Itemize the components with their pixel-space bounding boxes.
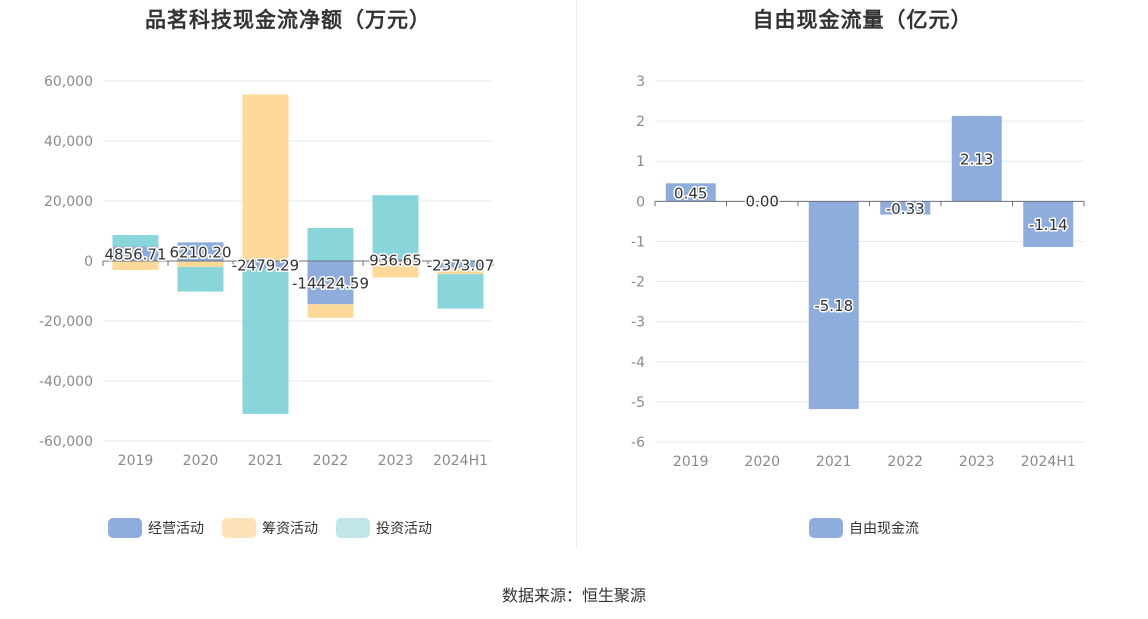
legend-label-investing: 投资活动 bbox=[376, 521, 432, 537]
cashflow-legend: 经营活动 筹资活动 投资活动 bbox=[108, 518, 432, 538]
cashflow-bar bbox=[307, 304, 354, 318]
cashflow-bar bbox=[242, 261, 289, 269]
legend-swatch-free-cashflow bbox=[809, 518, 843, 538]
cashflow-bar bbox=[242, 268, 289, 414]
free-cashflow-y-tick-label: -5 bbox=[631, 395, 645, 411]
cashflow-y-tick-label: 60,000 bbox=[44, 74, 93, 90]
legend-item-free-cashflow[interactable]: 自由现金流 bbox=[809, 518, 919, 538]
free-cashflow-y-tick-label: -6 bbox=[631, 435, 645, 451]
legend-swatch-financing bbox=[222, 518, 256, 538]
cashflow-bar bbox=[307, 261, 354, 305]
free-cashflow-data-label: -1.14 bbox=[1029, 216, 1068, 234]
cashflow-bar bbox=[112, 261, 159, 270]
free-cashflow-data-label: 0.00 bbox=[746, 192, 779, 210]
cashflow-chart-panel: 品茗科技现金流净额（万元） 60,000 40,000 20,000 0 -20,000… bbox=[0, 0, 576, 560]
legend-swatch-investing bbox=[336, 518, 370, 538]
cashflow-y-tick-label: -40,000 bbox=[39, 374, 93, 390]
cashflow-bar bbox=[372, 195, 419, 259]
free-cashflow-bar bbox=[808, 201, 859, 410]
cashflow-x-tick-label: 2023 bbox=[378, 453, 414, 469]
legend-item-investing[interactable]: 投资活动 bbox=[336, 518, 432, 538]
cashflow-bar bbox=[437, 274, 484, 309]
legend-label-free-cashflow: 自由现金流 bbox=[849, 521, 919, 537]
free-cashflow-data-label: -0.33 bbox=[886, 200, 925, 218]
data-source-note: 数据来源：恒生聚源 bbox=[501, 586, 646, 605]
cashflow-data-label: -2479.29 bbox=[232, 257, 299, 275]
free-cashflow-y-tick-label: -1 bbox=[631, 234, 645, 250]
legend-label-financing: 筹资活动 bbox=[262, 521, 318, 537]
cashflow-bar bbox=[177, 242, 224, 261]
free-cashflow-bar bbox=[951, 115, 1002, 202]
free-cashflow-y-tick-label: 1 bbox=[636, 154, 645, 170]
cashflow-data-label: -14424.59 bbox=[292, 275, 369, 293]
cashflow-x-tick-label: 2019 bbox=[118, 453, 154, 469]
free-cashflow-y-tick-label: 3 bbox=[636, 74, 645, 90]
cashflow-bar bbox=[307, 228, 354, 261]
cashflow-data-label: 936.65 bbox=[369, 252, 422, 270]
free-cashflow-y-tick-label: 0 bbox=[636, 194, 645, 210]
cashflow-y-tick-label: -60,000 bbox=[39, 434, 93, 450]
free-cashflow-y-tick-label: -3 bbox=[631, 315, 645, 331]
free-cashflow-y-tick-label: 2 bbox=[636, 114, 645, 130]
free-cashflow-y-tick-label: -2 bbox=[631, 275, 645, 291]
free-cashflow-chart-panel: 自由现金流量（亿元） 3 2 1 0 -1 -2 -3 -4 -5 -6 2019 2020 2021 2… bbox=[577, 0, 1148, 560]
legend-item-financing[interactable]: 筹资活动 bbox=[222, 518, 318, 538]
cashflow-y-tick-label: 0 bbox=[84, 254, 93, 270]
free-cashflow-x-tick-label: 2023 bbox=[959, 454, 995, 470]
cashflow-bar bbox=[112, 235, 159, 247]
cashflow-bar bbox=[372, 261, 419, 278]
cashflow-bar bbox=[112, 246, 159, 261]
cashflow-bar bbox=[437, 261, 484, 269]
cashflow-x-tick-label: 2021 bbox=[248, 453, 284, 469]
cashflow-x-tick-label: 2024H1 bbox=[433, 453, 488, 469]
cashflow-data-label: 4856.71 bbox=[104, 246, 166, 264]
cashflow-y-tick-label: 20,000 bbox=[44, 194, 93, 210]
free-cashflow-x-tick-label: 2022 bbox=[887, 454, 923, 470]
cashflow-bar bbox=[437, 268, 484, 275]
cashflow-bar bbox=[177, 261, 224, 267]
free-cashflow-x-tick-label: 2024H1 bbox=[1021, 454, 1076, 470]
cashflow-bar-chart: 60,000 40,000 20,000 0 -20,000 -40,000 -60,000… bbox=[39, 74, 496, 469]
free-cashflow-bar bbox=[880, 201, 931, 215]
free-cashflow-x-tick-label: 2021 bbox=[816, 454, 852, 470]
panel-divider bbox=[576, 0, 577, 548]
cashflow-y-tick-label: -20,000 bbox=[39, 314, 93, 330]
free-cashflow-bar bbox=[1023, 201, 1074, 248]
free-cashflow-data-label: -5.18 bbox=[814, 297, 853, 315]
cashflow-data-label: -2373.07 bbox=[427, 257, 494, 275]
cashflow-x-tick-label: 2022 bbox=[313, 453, 349, 469]
cashflow-x-tick-label: 2020 bbox=[183, 453, 219, 469]
legend-swatch-operating bbox=[108, 518, 142, 538]
cashflow-y-tick-label: 40,000 bbox=[44, 134, 93, 150]
free-cashflow-x-tick-label: 2019 bbox=[673, 454, 709, 470]
free-cashflow-y-tick-label: -4 bbox=[631, 355, 645, 371]
cashflow-bar bbox=[372, 258, 419, 261]
cashflow-bar bbox=[177, 267, 224, 292]
cashflow-data-label: 6210.20 bbox=[169, 244, 231, 262]
free-cashflow-chart-title: 自由现金流量（亿元） bbox=[752, 8, 973, 32]
cashflow-chart-title: 品茗科技现金流净额（万元） bbox=[145, 8, 431, 32]
free-cashflow-bar-chart: 3 2 1 0 -1 -2 -3 -4 -5 -6 2019 2020 2021 2022 2023 2024… bbox=[631, 74, 1085, 470]
cashflow-bar bbox=[242, 94, 289, 261]
free-cashflow-data-label: 0.45 bbox=[674, 184, 707, 202]
free-cashflow-x-tick-label: 2020 bbox=[744, 454, 780, 470]
free-cashflow-data-label: 2.13 bbox=[960, 151, 993, 169]
legend-item-operating[interactable]: 经营活动 bbox=[108, 518, 204, 538]
legend-label-operating: 经营活动 bbox=[148, 521, 204, 537]
free-cashflow-legend: 自由现金流 bbox=[809, 518, 919, 538]
free-cashflow-bar bbox=[665, 183, 716, 202]
